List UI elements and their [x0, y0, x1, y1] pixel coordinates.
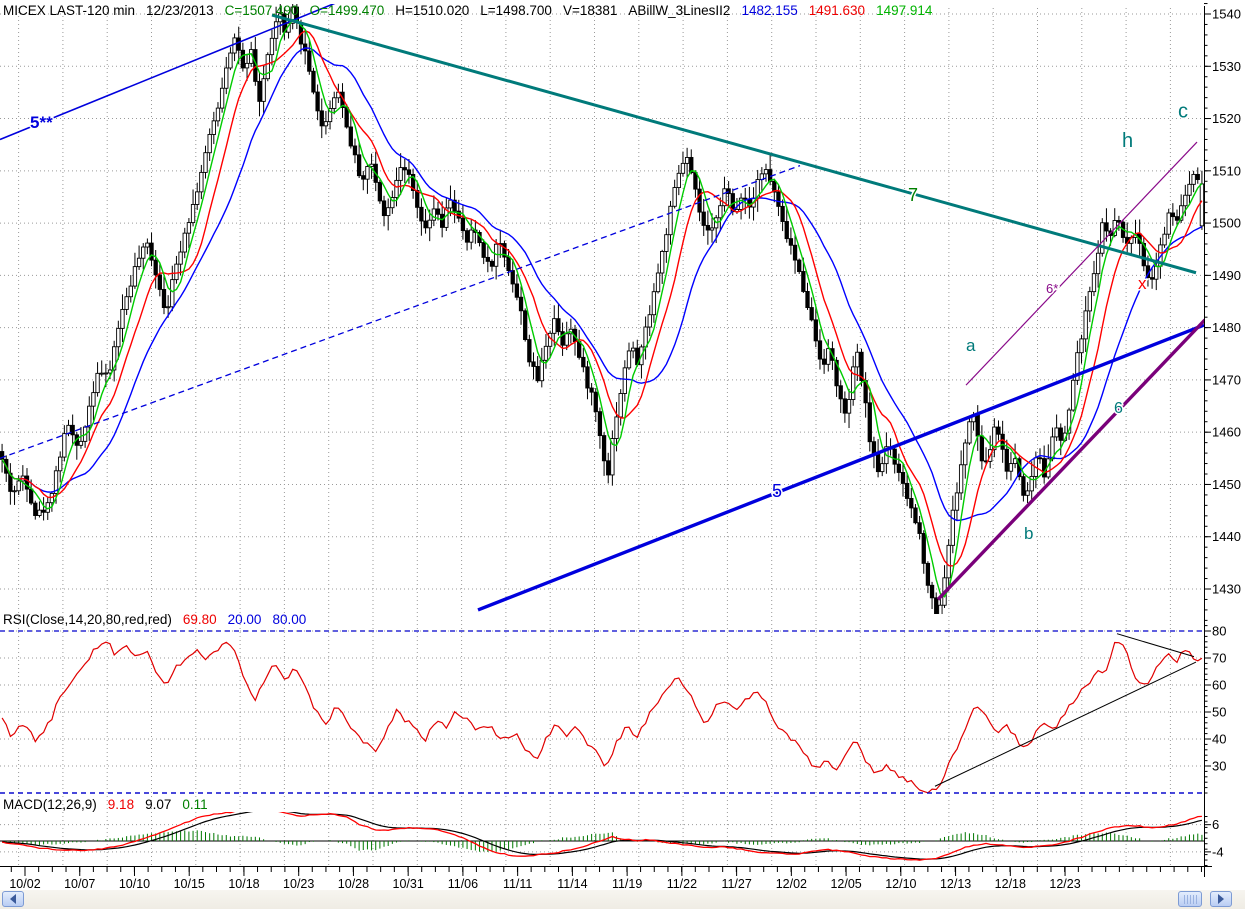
axis-tick-label: 1500 — [1212, 216, 1241, 231]
axis-tick-label: 70 — [1212, 651, 1226, 666]
axis-tick-label: 6 — [1212, 817, 1219, 832]
x-tick-label: 11/11 — [503, 877, 532, 891]
horizontal-scrollbar[interactable] — [0, 890, 1245, 909]
x-tick-label: 11/14 — [557, 877, 587, 891]
open-value: O=1499.470 — [309, 3, 385, 18]
x-tick-label: 10/02 — [9, 877, 40, 891]
x-tick-label: 11/27 — [721, 877, 751, 891]
wave-label-b: b — [1024, 524, 1033, 543]
axis-tick-label: 1470 — [1212, 372, 1241, 387]
rsi-indicator-name: RSI(Close,14,20,80,red,red) — [3, 612, 172, 627]
axis-tick-label: 1520 — [1212, 111, 1241, 126]
thumb-grip-icon — [1184, 895, 1197, 904]
wave-7-downtrend[interactable] — [271, 13, 1197, 275]
title-bar: MICEX LAST-120 min 12/23/2013 C=1507.490… — [3, 3, 932, 18]
axis-tick-label: 30 — [1212, 759, 1226, 774]
x-tick-label: 10/15 — [174, 877, 205, 891]
indicator-name-label: ABillW_3LinesII2 — [628, 3, 731, 18]
x-tick-label: 12/18 — [995, 877, 1026, 891]
wave-label-a: a — [966, 336, 976, 355]
rsi-wedge-resistance[interactable] — [1116, 633, 1195, 658]
axis-tick-label: 1540 — [1212, 7, 1241, 22]
axis-tick-label: 1480 — [1212, 320, 1241, 335]
x-tick-label: 12/05 — [830, 877, 861, 891]
vertical-gridlines — [18, 8, 1171, 866]
x-tick-label: 10/10 — [119, 877, 150, 891]
x-tick-label: 12/02 — [776, 877, 807, 891]
macd-label-row: MACD(12,26,9) 9.18 9.07 0.11 — [3, 797, 208, 812]
right-axis: 1540 1530 1520 1510 1500 1490 1480 1470 1460 1450… — [0, 3, 1241, 877]
moving-averages-layer — [1, 18, 1203, 598]
scroll-thumb[interactable] — [1178, 891, 1202, 907]
x-tick-label: 10/31 — [393, 877, 424, 891]
rsi-label-row: RSI(Close,14,20,80,red,red) 69.80 20.00 … — [3, 612, 306, 627]
rsi-overbought-level: 80.00 — [272, 612, 307, 627]
wave-label-5: 5** — [30, 113, 53, 132]
x-tick-label: 10/23 — [283, 877, 314, 891]
wave-6-star-line[interactable] — [965, 141, 1198, 386]
axis-tick-label: 1530 — [1212, 59, 1241, 74]
wave-5-upper-channel[interactable] — [0, 0, 360, 141]
x-tick-label: 11/22 — [667, 877, 697, 891]
x-tick-label: 12/10 — [885, 877, 916, 891]
dashed-channel-line[interactable] — [0, 164, 801, 459]
wave-label-6: 6* — [1046, 281, 1058, 296]
left-arrow-icon — [10, 894, 16, 904]
axis-tick-label: 50 — [1212, 705, 1226, 720]
axis-tick-label: 1460 — [1212, 425, 1241, 440]
scroll-left-button[interactable] — [2, 891, 24, 907]
x-tick-label: 10/07 — [64, 877, 95, 891]
wave-label-c: c — [1178, 101, 1188, 123]
x-tick-label: 11/06 — [448, 877, 478, 891]
macd-signal-value: 9.07 — [145, 797, 172, 812]
wave-b-uptrend[interactable] — [936, 318, 1205, 601]
x-tick-label: 12/13 — [940, 877, 971, 891]
ma-slow-value: 1482.155 — [741, 3, 798, 18]
right-arrow-icon — [1218, 894, 1224, 904]
axis-tick-label: 60 — [1212, 678, 1226, 693]
close-value: C=1507.490 — [224, 3, 299, 18]
axis-tick-label: 1490 — [1212, 268, 1241, 283]
wave-label-x: x — [1138, 274, 1147, 293]
axis-tick-label: 1510 — [1212, 163, 1241, 178]
rsi-wedge-support[interactable] — [934, 661, 1197, 787]
axis-tick-label: 1430 — [1212, 582, 1241, 597]
x-tick-label: 10/18 — [228, 877, 259, 891]
wave-label-7: 7 — [908, 185, 918, 205]
wave-annotations: 5** 7 h c 6* x a 6 5 b — [29, 99, 1190, 544]
x-tick-label: 11/19 — [612, 877, 642, 891]
x-axis: 10/02 10/07 10/10 10/15 10/18 10/23 10/28 10/31… — [9, 867, 1202, 891]
scroll-right-button[interactable] — [1210, 891, 1232, 907]
macd-indicator-name: MACD(12,26,9) — [3, 797, 97, 812]
low-value: L=1498.700 — [480, 3, 552, 18]
high-value: H=1510.020 — [395, 3, 470, 18]
rsi-oversold-level: 20.00 — [227, 612, 262, 627]
wave-5-uptrend[interactable] — [477, 323, 1204, 612]
candles-layer — [0, 4, 1204, 614]
axis-tick-label: 80 — [1212, 624, 1226, 639]
volume-value: V=18381 — [562, 3, 618, 18]
axis-tick-label: -4 — [1212, 844, 1224, 859]
x-tick-label: 12/23 — [1049, 877, 1080, 891]
macd-value: 9.18 — [107, 797, 135, 812]
date-label: 12/23/2013 — [146, 3, 214, 18]
rsi-current-value: 69.80 — [182, 612, 217, 627]
x-tick-label: 10/28 — [338, 877, 369, 891]
axis-tick-label: 1440 — [1212, 529, 1241, 544]
ma-fast-value: 1497.914 — [876, 3, 933, 18]
wave-label-h: h — [1122, 130, 1133, 152]
wave-label-5: 5 — [772, 481, 782, 501]
macd-hist-value: 0.11 — [182, 797, 208, 812]
ma-mid-value: 1491.630 — [808, 3, 866, 18]
symbol-periodicity-label: MICEX LAST-120 min — [3, 3, 136, 18]
macd-layer — [0, 812, 1204, 861]
wave-label-6: 6 — [1114, 400, 1123, 417]
axis-tick-label: 40 — [1212, 732, 1226, 747]
trendlines-layer — [0, 0, 1205, 612]
axis-tick-label: 1450 — [1212, 477, 1241, 492]
